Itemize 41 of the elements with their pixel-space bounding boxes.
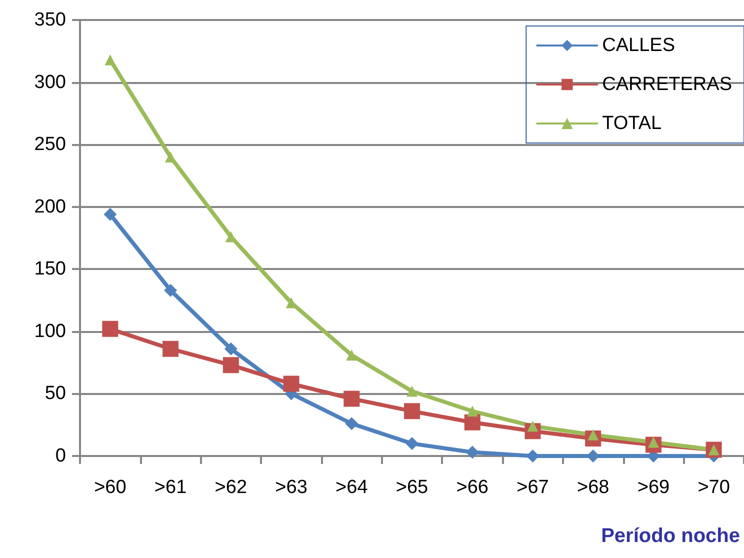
point xyxy=(404,403,420,420)
point xyxy=(526,450,540,462)
point xyxy=(344,390,360,407)
x-tick-label: >67 xyxy=(516,477,549,498)
x-tick-label: >60 xyxy=(94,477,126,498)
y-tick-label: 200 xyxy=(34,196,66,218)
x-axis-title: Período noche xyxy=(601,525,740,547)
point xyxy=(224,342,238,356)
y-tick-label: 300 xyxy=(34,72,66,93)
point xyxy=(162,340,179,357)
x-tick-label: >68 xyxy=(576,477,610,498)
point xyxy=(104,208,117,221)
legend-label: CALLES xyxy=(602,35,676,56)
y-tick-label: 350 xyxy=(34,10,66,30)
point xyxy=(466,446,479,459)
x-tick-label: >62 xyxy=(214,477,248,498)
x-tick-label: >61 xyxy=(154,477,187,498)
x-tick-label: >69 xyxy=(637,477,670,498)
point xyxy=(406,437,418,450)
legend-label: TOTAL xyxy=(602,113,662,134)
y-tick-label: 0 xyxy=(55,446,66,466)
x-tick-label: >64 xyxy=(336,477,368,498)
x-tick-label: >70 xyxy=(698,477,730,498)
point xyxy=(464,414,480,430)
y-tick-label: 50 xyxy=(44,383,66,404)
point xyxy=(345,417,358,430)
x-tick-label: >63 xyxy=(275,477,308,498)
point xyxy=(406,386,418,397)
legend-label: CARRETERAS xyxy=(602,74,732,95)
y-tick-label: 100 xyxy=(34,320,66,342)
y-tick-label: 150 xyxy=(34,258,66,280)
point xyxy=(164,284,178,297)
point xyxy=(104,54,116,66)
point xyxy=(346,350,358,361)
x-tick-label: >65 xyxy=(396,477,428,498)
point xyxy=(102,320,118,337)
point xyxy=(222,357,239,374)
point xyxy=(283,376,300,392)
x-tick-label: >66 xyxy=(456,477,488,498)
y-tick-label: 250 xyxy=(34,134,66,156)
point xyxy=(466,406,478,417)
